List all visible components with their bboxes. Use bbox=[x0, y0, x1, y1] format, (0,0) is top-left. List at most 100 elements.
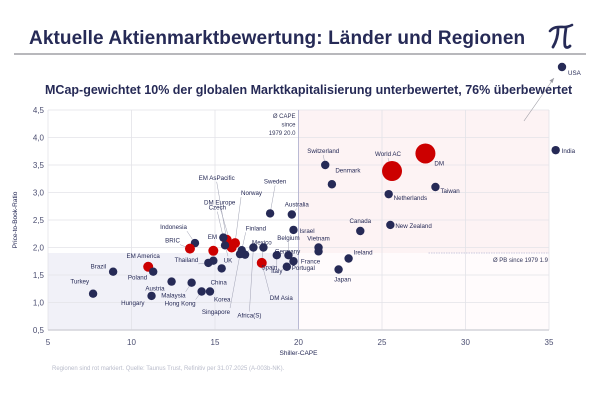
point-portugal bbox=[282, 262, 292, 271]
point-label: Czech bbox=[209, 205, 227, 212]
point-label: New Zealand bbox=[395, 223, 432, 230]
usa-arrow bbox=[523, 77, 555, 122]
point-label: Japan bbox=[334, 277, 351, 284]
point-netherlands bbox=[384, 189, 393, 199]
point-label: Vietnam bbox=[307, 236, 330, 243]
neutral-zone bbox=[298, 253, 549, 330]
pb-mean-label: Ø PB since 1979 1.9 bbox=[493, 258, 549, 264]
point-label: France bbox=[301, 258, 321, 265]
point-label: Sweden bbox=[264, 178, 287, 185]
point-denmark bbox=[327, 180, 337, 189]
point-turkey bbox=[88, 289, 98, 298]
point-switzerland bbox=[321, 160, 330, 170]
point-thailand-2 bbox=[209, 256, 218, 265]
point-label: Denmark bbox=[335, 167, 361, 174]
point-label: Hong Kong bbox=[165, 301, 197, 308]
y-tick-label: 2,0 bbox=[33, 244, 45, 253]
point-label: Norway bbox=[241, 190, 263, 197]
point-label: Canada bbox=[349, 218, 371, 225]
point-usa bbox=[557, 62, 567, 72]
point-label: Belgium bbox=[277, 235, 299, 242]
x-tick-label: 20 bbox=[294, 338, 303, 347]
point-label: Australia bbox=[285, 202, 310, 209]
y-tick-label: 1,5 bbox=[33, 271, 45, 280]
point-dm-asia bbox=[256, 257, 267, 268]
label-leader-line bbox=[234, 197, 242, 244]
point-label: Portugal bbox=[292, 265, 315, 272]
point-world-ac bbox=[382, 161, 403, 182]
label-leader-line bbox=[261, 262, 271, 294]
point-label: Germany bbox=[275, 248, 301, 255]
x-tick-label: 10 bbox=[127, 338, 136, 347]
point-label: BRIC bbox=[165, 238, 180, 245]
y-tick-label: 0,5 bbox=[33, 326, 45, 335]
point-uk bbox=[220, 241, 230, 250]
point-spain bbox=[259, 243, 268, 252]
point-poland bbox=[149, 267, 158, 276]
x-axis-title: Shiller-CAPE bbox=[280, 350, 319, 357]
point-hungary bbox=[147, 291, 156, 301]
x-tick-label: 15 bbox=[211, 338, 220, 347]
point-czech bbox=[219, 233, 228, 242]
usa-arrow-head bbox=[549, 78, 554, 83]
point-label: Finland bbox=[246, 225, 267, 232]
y-tick-label: 4,5 bbox=[33, 106, 45, 115]
point-label: Korea bbox=[214, 297, 231, 304]
point-label: Netherlands bbox=[394, 195, 427, 202]
point-brazil bbox=[108, 267, 118, 276]
point-label: Turkey bbox=[70, 279, 90, 286]
page-title: Aktuelle Aktienmarktbewertung: Länder un… bbox=[29, 28, 526, 49]
point-africa-s bbox=[249, 243, 258, 252]
point-label: Taiwan bbox=[440, 188, 460, 195]
label-leader-line bbox=[249, 247, 254, 312]
title-divider bbox=[14, 53, 586, 55]
point-new-zealand bbox=[386, 220, 395, 230]
y-tick-label: 1,0 bbox=[33, 299, 45, 308]
point-label: EM AsPacific bbox=[199, 175, 235, 182]
y-tick-label: 4,0 bbox=[33, 134, 45, 143]
point-label: Ireland bbox=[354, 250, 373, 257]
y-tick-label: 3,5 bbox=[33, 161, 45, 170]
point-label: Italy bbox=[271, 268, 283, 275]
point-korea bbox=[205, 287, 215, 296]
point-label: Thailand bbox=[175, 257, 199, 264]
x-tick-label: 5 bbox=[46, 338, 51, 347]
point-label: India bbox=[562, 148, 576, 155]
point-germany bbox=[289, 257, 298, 266]
point-taiwan bbox=[431, 182, 440, 192]
point-label: EM America bbox=[127, 253, 161, 260]
point-label: DM Asia bbox=[270, 295, 294, 302]
point-japan bbox=[334, 265, 343, 274]
overvalued-zone bbox=[298, 110, 549, 253]
y-tick-label: 3,0 bbox=[33, 189, 45, 198]
point-label: Malaysia bbox=[161, 293, 186, 300]
chart-subtitle: MCap-gewichtet 10% der globalen Marktkap… bbox=[45, 83, 573, 97]
point-france bbox=[314, 247, 323, 256]
point-belgium bbox=[284, 251, 293, 260]
source-footnote: Regionen sind rot markiert. Quelle: Taun… bbox=[52, 366, 285, 372]
point-label: Spain bbox=[261, 265, 277, 272]
point-china bbox=[217, 264, 226, 273]
point-label: Brazil bbox=[91, 264, 106, 271]
point-ireland bbox=[344, 254, 353, 263]
label-leader-line bbox=[229, 254, 241, 309]
label-leader-line bbox=[269, 185, 276, 214]
point-label: World AC bbox=[375, 151, 402, 158]
point-singapore bbox=[235, 249, 245, 259]
point-hong-kong bbox=[197, 287, 206, 296]
point-bric bbox=[184, 243, 195, 254]
cape-mean-label: 1979 20.0 bbox=[269, 131, 296, 137]
point-label: DM Europe bbox=[204, 200, 236, 207]
x-tick-label: 35 bbox=[545, 338, 554, 347]
label-leader-line bbox=[217, 211, 224, 238]
point-australia bbox=[287, 210, 297, 219]
point-label: China bbox=[211, 279, 228, 286]
cape-mean-label: Ø CAPE bbox=[273, 114, 296, 120]
point-label: Switzerland bbox=[307, 148, 340, 155]
point-austria bbox=[167, 277, 176, 286]
point-label: Poland bbox=[128, 275, 148, 282]
point-israel bbox=[289, 225, 298, 235]
point-label: USA bbox=[568, 70, 582, 77]
y-axis-title: Price-to-Book-Ratio bbox=[12, 191, 19, 248]
